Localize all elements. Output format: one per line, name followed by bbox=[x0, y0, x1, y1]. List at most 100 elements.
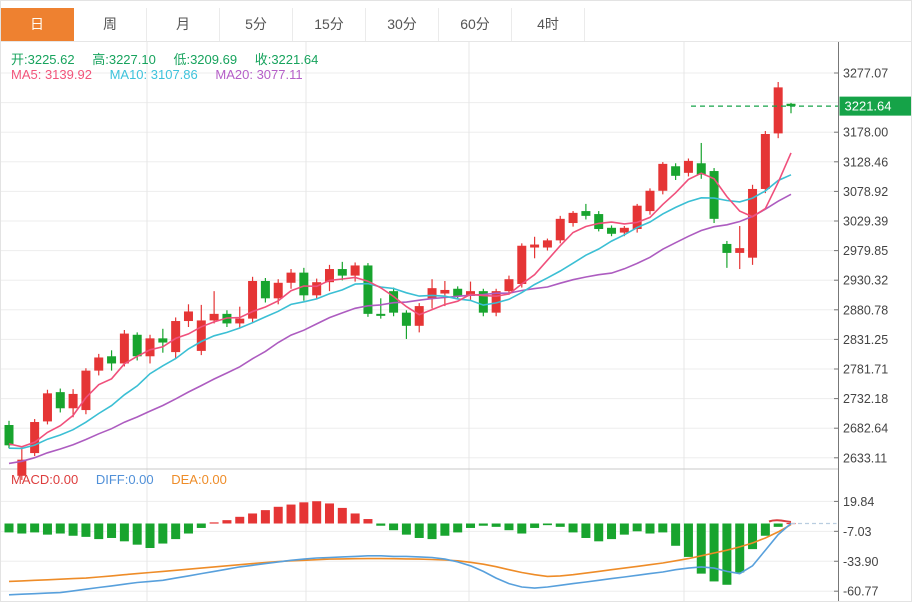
axis-tick-label: 19.84 bbox=[843, 495, 874, 509]
candlestick bbox=[235, 318, 245, 324]
candlestick bbox=[171, 321, 181, 353]
candlestick bbox=[145, 338, 155, 357]
axis-tick-label: -60.77 bbox=[843, 585, 878, 599]
tab-period-7[interactable]: 4时 bbox=[512, 8, 585, 41]
axis-tick-label: 2880.78 bbox=[843, 303, 888, 317]
candlestick bbox=[760, 133, 770, 189]
ma20-line bbox=[8, 193, 792, 465]
candlestick bbox=[530, 244, 540, 248]
candlestick bbox=[401, 312, 411, 326]
candlestick bbox=[645, 190, 655, 212]
axis-tick-label: 2682.64 bbox=[843, 422, 888, 436]
macd-lines bbox=[8, 519, 837, 596]
candlestick bbox=[376, 313, 386, 316]
candlestick bbox=[337, 269, 347, 276]
candlestick bbox=[773, 87, 783, 134]
diff-line bbox=[8, 522, 792, 596]
period-tab-bar: 日周月 5分 15分 30分 60分 4时 bbox=[1, 1, 911, 42]
candlestick bbox=[427, 288, 437, 299]
candlestick bbox=[68, 393, 78, 409]
candlestick bbox=[786, 103, 796, 107]
candlestick bbox=[42, 393, 52, 422]
tab-period-6[interactable]: 60分 bbox=[439, 8, 512, 41]
candlestick bbox=[183, 311, 193, 322]
candlestick bbox=[363, 265, 373, 314]
candlestick bbox=[4, 425, 14, 446]
candlestick bbox=[504, 279, 514, 292]
candlestick bbox=[709, 171, 719, 219]
axis-tick-label: 3277.07 bbox=[843, 67, 888, 81]
candlestick bbox=[722, 243, 732, 253]
axis-tick-label: 3029.39 bbox=[843, 215, 888, 229]
candlestick bbox=[594, 214, 604, 230]
axis-tick-label: 3078.92 bbox=[843, 185, 888, 199]
price-axis: 3277.07 3178.00 3128.46 3078.92 3029.39 2979.… bbox=[834, 42, 888, 601]
candlestick bbox=[542, 240, 552, 248]
current-price-label: 3221.64 bbox=[845, 99, 892, 114]
ma-lines bbox=[8, 152, 792, 465]
tab-period-2[interactable]: 月 bbox=[147, 8, 220, 41]
candles-layer bbox=[4, 82, 796, 480]
tab-period-4[interactable]: 15分 bbox=[293, 8, 366, 41]
candlestick bbox=[55, 392, 65, 409]
candlestick bbox=[696, 163, 706, 175]
candlestick bbox=[517, 245, 527, 284]
candlestick bbox=[619, 227, 629, 233]
candlestick bbox=[324, 269, 334, 283]
macd-current-marker bbox=[768, 519, 792, 523]
axis-tick-label: 3178.00 bbox=[843, 126, 888, 140]
candlestick bbox=[260, 280, 270, 299]
tab-period-1[interactable]: 周 bbox=[74, 8, 147, 41]
candlestick bbox=[273, 282, 283, 299]
axis-tick-label: 2633.11 bbox=[843, 451, 887, 465]
candlestick bbox=[478, 291, 488, 313]
candlestick bbox=[248, 280, 258, 319]
current-price-tag: 3221.64 bbox=[839, 96, 911, 116]
macd-histogram bbox=[4, 501, 796, 585]
candlestick bbox=[735, 248, 745, 253]
candlestick bbox=[453, 288, 463, 296]
candlestick bbox=[683, 160, 693, 173]
axis-tick-label: 2979.85 bbox=[843, 244, 888, 258]
candlestick bbox=[286, 272, 296, 283]
candlestick bbox=[81, 370, 91, 411]
tab-period-0[interactable]: 日 bbox=[1, 8, 74, 41]
candlestick bbox=[491, 291, 501, 313]
candlestick bbox=[107, 356, 117, 364]
candlestick bbox=[132, 334, 142, 357]
candlestick bbox=[30, 422, 40, 454]
candlestick bbox=[568, 212, 578, 224]
axis-tick-label: -7.03 bbox=[843, 525, 872, 539]
ma5-line bbox=[8, 152, 792, 448]
candlestick bbox=[555, 218, 565, 241]
candlestick bbox=[312, 282, 322, 296]
candlestick bbox=[671, 166, 681, 176]
candlestick bbox=[119, 333, 129, 364]
candlestick bbox=[94, 357, 104, 371]
candlestick bbox=[196, 320, 206, 351]
tab-period-5[interactable]: 30分 bbox=[366, 8, 439, 41]
dea-line bbox=[8, 523, 792, 583]
axis-tick-label: -33.90 bbox=[843, 555, 878, 569]
candlestick bbox=[748, 188, 758, 258]
axis-tick-label: 2831.25 bbox=[843, 333, 888, 347]
ma10-line bbox=[8, 174, 792, 450]
axis-tick-label: 2781.71 bbox=[843, 363, 888, 377]
candlestick bbox=[440, 289, 450, 294]
axis-tick-label: 2732.18 bbox=[843, 392, 888, 406]
candlestick bbox=[607, 227, 617, 234]
tab-period-3[interactable]: 5分 bbox=[220, 8, 293, 41]
candlestick bbox=[414, 306, 424, 326]
candlestick bbox=[17, 459, 27, 476]
candlestick bbox=[581, 211, 591, 216]
candlestick bbox=[209, 313, 219, 321]
candlestick bbox=[632, 205, 642, 230]
axis-tick-label: 3128.46 bbox=[843, 155, 888, 169]
candlestick bbox=[350, 265, 360, 276]
axis-tick-label: 2930.32 bbox=[843, 274, 888, 288]
candlestick bbox=[658, 163, 668, 191]
candlestick bbox=[158, 338, 168, 343]
candlestick bbox=[299, 272, 309, 296]
